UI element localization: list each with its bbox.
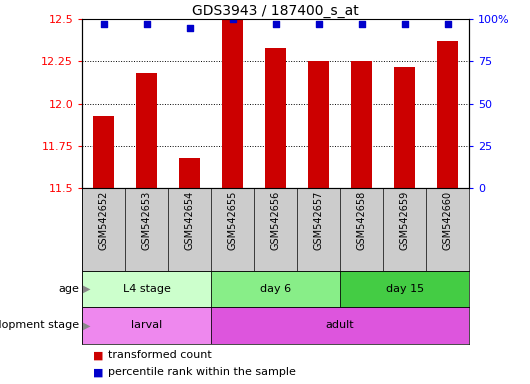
- Text: GSM542653: GSM542653: [142, 190, 152, 250]
- Point: [186, 25, 194, 31]
- Text: transformed count: transformed count: [108, 350, 211, 360]
- Text: day 6: day 6: [260, 284, 291, 294]
- Point: [443, 21, 452, 27]
- Bar: [211, 271, 340, 307]
- Bar: [308, 61, 329, 188]
- Text: L4 stage: L4 stage: [123, 284, 171, 294]
- Text: GSM542654: GSM542654: [184, 190, 195, 250]
- Bar: [179, 158, 200, 188]
- Bar: [437, 41, 458, 188]
- Bar: [136, 73, 157, 188]
- Text: GSM542656: GSM542656: [271, 190, 280, 250]
- Text: ▶: ▶: [83, 284, 91, 294]
- Title: GDS3943 / 187400_s_at: GDS3943 / 187400_s_at: [192, 4, 359, 18]
- Bar: [222, 19, 243, 188]
- Text: GSM542659: GSM542659: [400, 190, 410, 250]
- Bar: [340, 271, 469, 307]
- Bar: [82, 307, 211, 344]
- Text: GSM542657: GSM542657: [314, 190, 324, 250]
- Bar: [351, 61, 372, 188]
- Point: [357, 21, 366, 27]
- Bar: [394, 66, 416, 188]
- Point: [143, 21, 151, 27]
- Point: [271, 21, 280, 27]
- Text: age: age: [59, 284, 80, 294]
- Text: ■: ■: [93, 350, 103, 360]
- Point: [400, 21, 409, 27]
- Text: percentile rank within the sample: percentile rank within the sample: [108, 367, 295, 377]
- Text: day 15: day 15: [385, 284, 423, 294]
- Bar: [93, 116, 114, 188]
- Point: [314, 21, 323, 27]
- Text: GSM542658: GSM542658: [357, 190, 367, 250]
- Bar: [211, 307, 469, 344]
- Text: GSM542652: GSM542652: [99, 190, 109, 250]
- Text: development stage: development stage: [0, 320, 80, 331]
- Text: ■: ■: [93, 367, 103, 377]
- Text: adult: adult: [326, 320, 355, 331]
- Point: [100, 21, 108, 27]
- Text: ▶: ▶: [83, 320, 91, 331]
- Text: GSM542655: GSM542655: [227, 190, 237, 250]
- Bar: [82, 271, 211, 307]
- Text: larval: larval: [131, 320, 162, 331]
- Point: [228, 16, 237, 22]
- Bar: [265, 48, 286, 188]
- Text: GSM542660: GSM542660: [443, 190, 453, 250]
